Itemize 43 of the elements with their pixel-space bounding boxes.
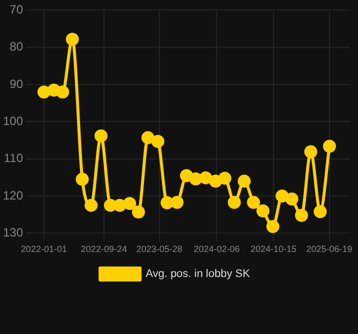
point (160, 196, 174, 210)
point (113, 198, 126, 212)
point (76, 172, 89, 186)
point (199, 171, 212, 184)
y-tick-label: 70 (10, 2, 24, 17)
point (37, 85, 50, 98)
point (246, 196, 260, 209)
legend-label: Avg. pos. in lobby SK (146, 268, 251, 280)
x-tick-label: 2022-01-01 (20, 244, 67, 254)
y-tick-label: 90 (10, 76, 24, 91)
y-tick-label: 80 (10, 40, 24, 54)
point (141, 131, 154, 144)
point (189, 172, 202, 186)
y-tick-label: 130 (2, 226, 24, 240)
x-tick-label: 2025-06-19 (306, 244, 352, 254)
point (218, 172, 232, 185)
point (322, 140, 336, 153)
point (66, 32, 79, 46)
y-tick-label: 110 (4, 151, 24, 166)
point (228, 196, 241, 209)
point (84, 198, 98, 212)
point (170, 196, 184, 209)
point (266, 220, 280, 234)
y-tick-label: 100 (2, 114, 24, 128)
point (285, 192, 298, 206)
point (209, 174, 222, 188)
point (238, 174, 251, 188)
y-tick-label: 120 (2, 188, 24, 202)
point (295, 208, 308, 222)
x-tick-label: 2023-05-28 (136, 244, 182, 254)
point (180, 169, 193, 182)
x-tick-label: 2024-02-06 (194, 244, 240, 254)
point (123, 196, 136, 210)
point (256, 204, 270, 218)
point (314, 205, 327, 218)
point (151, 134, 164, 148)
point (56, 85, 70, 98)
point (94, 129, 108, 142)
point (304, 145, 318, 158)
point (132, 206, 145, 219)
x-tick-label: 2022-09-24 (80, 244, 127, 254)
point (276, 190, 289, 203)
x-tick-label: 2024-10-15 (250, 244, 297, 254)
